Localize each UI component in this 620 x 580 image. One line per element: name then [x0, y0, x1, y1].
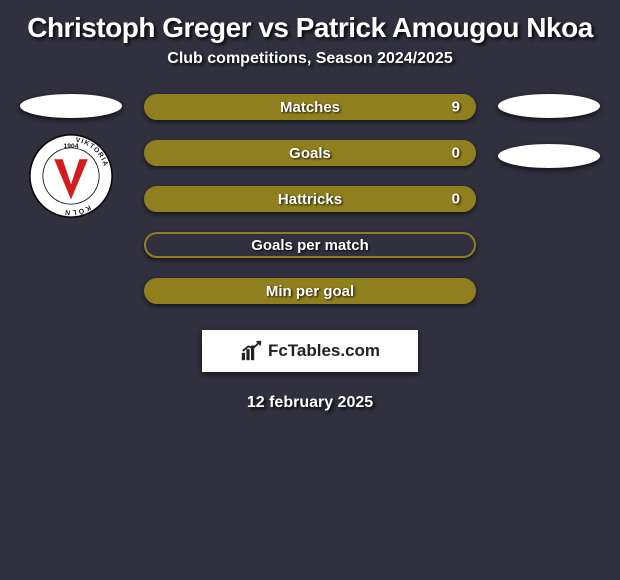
- comparison-row: 1904 VIKTORIA KÖLN Matches 9 Goals 0: [0, 94, 620, 304]
- right-column: [494, 94, 604, 178]
- stat-label: Matches: [280, 99, 340, 116]
- stat-bar-goals: Goals 0: [144, 140, 476, 166]
- stat-value: 0: [452, 191, 460, 208]
- watermark-text: FcTables.com: [268, 341, 380, 361]
- stat-value: 0: [452, 145, 460, 162]
- stat-bar-hattricks: Hattricks 0: [144, 186, 476, 212]
- stat-label: Hattricks: [278, 191, 342, 208]
- club-badge-icon: 1904 VIKTORIA KÖLN: [29, 134, 113, 218]
- player-photo-placeholder-right: [498, 94, 600, 118]
- watermark: FcTables.com: [202, 330, 418, 372]
- page-title: Christoph Greger vs Patrick Amougou Nkoa: [0, 0, 620, 50]
- stat-value: 9: [452, 99, 460, 116]
- club-badge-placeholder-right: [498, 144, 600, 168]
- subtitle: Club competitions, Season 2024/2025: [0, 50, 620, 94]
- player-photo-placeholder-left: [20, 94, 122, 118]
- stat-label: Goals per match: [251, 237, 369, 254]
- club-badge-viktoria-koln: 1904 VIKTORIA KÖLN: [29, 134, 113, 218]
- stat-bars: Matches 9 Goals 0 Hattricks 0 Goals per …: [144, 94, 476, 304]
- date: 12 february 2025: [0, 394, 620, 412]
- stat-label: Goals: [289, 145, 331, 162]
- stat-bar-goals-per-match: Goals per match: [144, 232, 476, 258]
- stat-label: Min per goal: [266, 283, 354, 300]
- stat-bar-matches: Matches 9: [144, 94, 476, 120]
- stat-bar-min-per-goal: Min per goal: [144, 278, 476, 304]
- chart-icon: [240, 340, 262, 362]
- left-column: 1904 VIKTORIA KÖLN: [16, 94, 126, 218]
